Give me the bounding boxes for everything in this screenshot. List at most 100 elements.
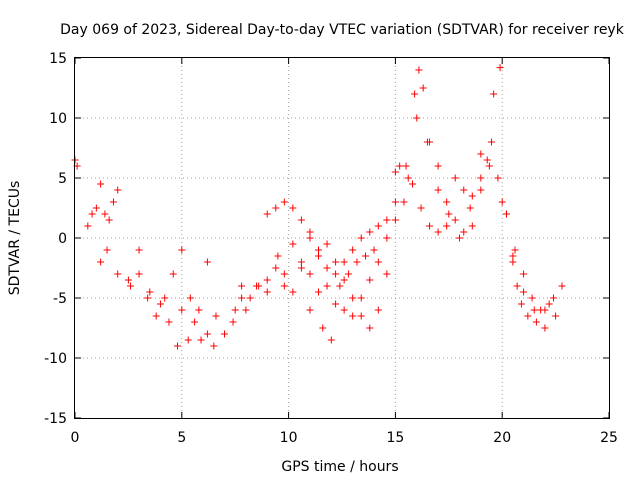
data-point: [532, 318, 540, 326]
y-tick-label: 15: [49, 51, 67, 67]
data-point: [197, 336, 205, 344]
data-point: [477, 186, 485, 194]
data-point: [97, 258, 105, 266]
data-point: [443, 222, 451, 230]
data-point: [485, 162, 493, 170]
data-point: [366, 228, 374, 236]
y-tick-label: 0: [58, 231, 67, 247]
data-point: [332, 258, 340, 266]
data-point: [460, 186, 468, 194]
data-point: [340, 276, 348, 284]
y-tick-label: -10: [44, 351, 67, 367]
data-point: [423, 138, 431, 146]
data-point: [263, 210, 271, 218]
data-point: [400, 198, 408, 206]
data-point: [520, 270, 528, 278]
data-point: [391, 198, 399, 206]
data-point: [178, 246, 186, 254]
data-point: [357, 294, 365, 302]
data-point: [434, 162, 442, 170]
data-point: [174, 342, 182, 350]
data-point: [297, 258, 305, 266]
data-point: [135, 270, 143, 278]
tick-layer: 0 5 10 15 20 25 -15 -10 -5 0 5 10 15: [44, 51, 618, 446]
y-tick-label: 5: [58, 171, 67, 187]
data-point: [332, 270, 340, 278]
x-tick-label: 0: [71, 430, 80, 446]
data-point: [541, 324, 549, 332]
data-point: [477, 150, 485, 158]
data-point: [92, 204, 100, 212]
data-point: [144, 294, 152, 302]
data-point: [165, 318, 173, 326]
data-point: [468, 222, 476, 230]
data-point: [374, 306, 382, 314]
data-point: [280, 282, 288, 290]
data-point: [530, 306, 538, 314]
data-point: [413, 114, 421, 122]
data-point: [344, 270, 352, 278]
data-point: [477, 174, 485, 182]
data-point: [289, 204, 297, 212]
data-point: [545, 300, 553, 308]
data-point: [496, 64, 504, 72]
data-point: [238, 282, 246, 290]
data-point: [191, 318, 199, 326]
data-point: [483, 156, 491, 164]
data-point: [411, 90, 419, 98]
data-point: [396, 162, 404, 170]
data-point: [451, 174, 459, 182]
data-point: [280, 198, 288, 206]
data-point: [488, 138, 496, 146]
x-tick-label: 10: [280, 430, 298, 446]
x-tick-label: 25: [600, 430, 618, 446]
data-point: [434, 228, 442, 236]
data-point: [306, 270, 314, 278]
data-point: [221, 330, 229, 338]
data-point: [297, 264, 305, 272]
data-point: [404, 174, 412, 182]
x-tick-label: 15: [386, 430, 404, 446]
data-point: [203, 330, 211, 338]
data-point: [127, 282, 135, 290]
data-point: [109, 198, 117, 206]
x-tick-label: 20: [493, 430, 511, 446]
data-point: [383, 234, 391, 242]
data-point: [195, 306, 203, 314]
data-point: [203, 258, 211, 266]
data-point: [374, 222, 382, 230]
data-point: [297, 216, 305, 224]
grid-layer: [75, 58, 609, 418]
data-point: [306, 228, 314, 236]
data-point: [229, 318, 237, 326]
data-point: [327, 336, 335, 344]
data-point: [524, 312, 532, 320]
data-point: [105, 216, 113, 224]
data-point: [124, 276, 132, 284]
data-point: [336, 282, 344, 290]
data-point: [509, 252, 517, 260]
data-point: [315, 252, 323, 260]
data-point: [520, 288, 528, 296]
data-point: [460, 228, 468, 236]
data-point: [426, 222, 434, 230]
data-point: [212, 312, 220, 320]
data-point: [169, 270, 177, 278]
data-point: [466, 204, 474, 212]
data-point: [280, 270, 288, 278]
x-tick-label: 5: [177, 430, 186, 446]
data-point: [231, 306, 239, 314]
data-point: [434, 186, 442, 194]
chart-title: Day 069 of 2023, Sidereal Day-to-day VTE…: [60, 22, 625, 38]
data-point: [88, 210, 96, 218]
data-point: [97, 180, 105, 188]
data-point: [528, 294, 536, 302]
data-point: [455, 234, 463, 242]
data-point: [361, 252, 369, 260]
data-point: [146, 288, 154, 296]
data-point: [415, 66, 423, 74]
data-point: [319, 324, 327, 332]
data-point: [357, 234, 365, 242]
data-point: [494, 174, 502, 182]
